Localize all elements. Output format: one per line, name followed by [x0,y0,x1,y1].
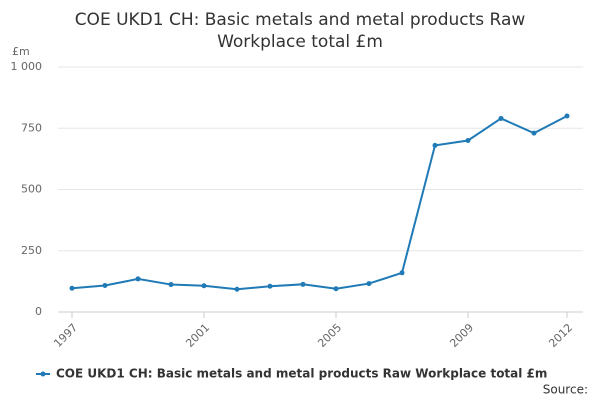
point [201,283,207,289]
x-tick-label: 1997 [51,321,80,350]
point [300,281,306,287]
point [135,276,141,282]
legend-label: COE UKD1 CH: Basic metals and metal prod… [56,367,547,381]
point [498,115,504,121]
point [399,270,405,276]
point [102,283,108,289]
point [267,283,273,289]
point [531,130,537,136]
point [366,281,372,287]
point [432,142,438,148]
y-axis-label: £m [12,45,30,58]
y-tick-label: 250 [21,244,42,257]
x-tick-label: 2005 [315,321,344,350]
point [168,282,174,288]
point [564,113,570,119]
y-tick-label: 500 [21,183,42,196]
x-tick-label: 2001 [183,321,212,350]
point [234,286,240,292]
legend-marker [40,371,46,377]
x-tick-label: 2012 [546,321,575,350]
y-tick-label: 0 [35,305,42,318]
source: Source: [543,383,588,397]
point [333,286,339,292]
y-tick-label: 750 [21,121,42,134]
y-tick-label: 1 000 [11,60,43,73]
chart-title: COE UKD1 CH: Basic metals and metal prod… [75,10,526,52]
point [69,285,75,291]
x-tick-label: 2009 [447,321,476,350]
line [71,115,568,291]
point [465,138,471,143]
